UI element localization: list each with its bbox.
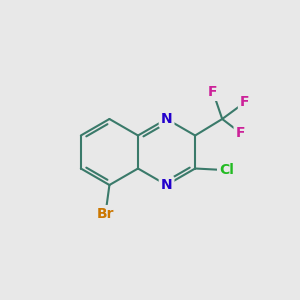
Text: Br: Br [97, 207, 114, 221]
Text: F: F [236, 126, 245, 140]
Text: N: N [161, 112, 172, 126]
Text: Cl: Cl [219, 163, 234, 177]
Text: F: F [240, 95, 249, 110]
Text: N: N [161, 178, 172, 192]
Text: F: F [208, 85, 218, 99]
